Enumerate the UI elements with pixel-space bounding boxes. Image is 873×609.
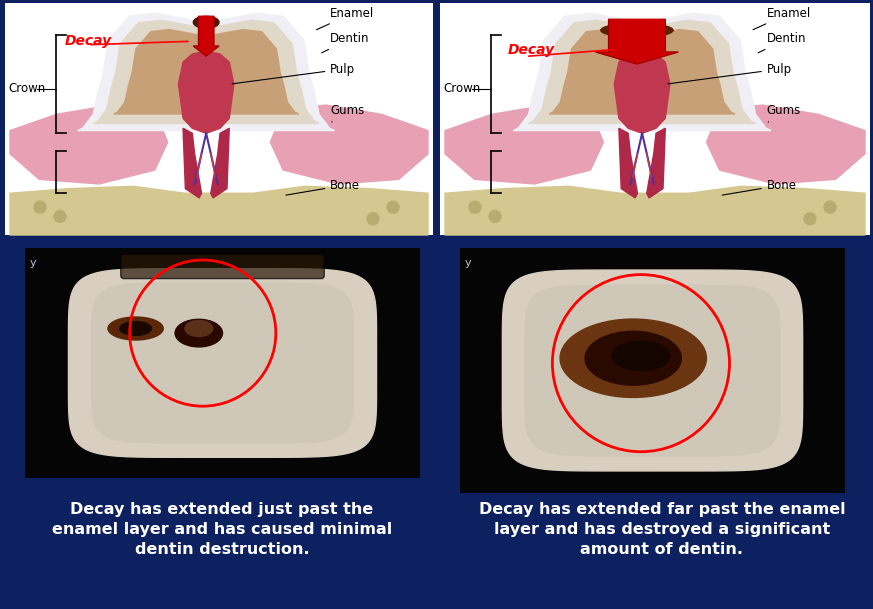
Text: Decay: Decay <box>508 43 555 57</box>
Bar <box>440 3 870 235</box>
Circle shape <box>824 201 836 213</box>
Polygon shape <box>178 51 234 133</box>
Ellipse shape <box>185 320 213 337</box>
Ellipse shape <box>108 317 163 340</box>
Text: enamel layer and has caused minimal: enamel layer and has caused minimal <box>52 522 392 537</box>
Text: Bone: Bone <box>722 178 797 195</box>
Ellipse shape <box>601 23 673 37</box>
Polygon shape <box>445 186 865 235</box>
Ellipse shape <box>575 365 645 390</box>
Circle shape <box>804 213 816 225</box>
Circle shape <box>367 213 379 225</box>
Text: layer and has destroyed a significant: layer and has destroyed a significant <box>494 522 830 537</box>
Text: dentin destruction.: dentin destruction. <box>134 542 309 557</box>
Text: Decay has extended just past the: Decay has extended just past the <box>71 502 374 517</box>
Text: Enamel: Enamel <box>753 7 811 30</box>
FancyBboxPatch shape <box>120 254 324 278</box>
Circle shape <box>387 201 399 213</box>
Polygon shape <box>10 105 168 184</box>
Polygon shape <box>706 105 865 184</box>
Text: Dentin: Dentin <box>758 32 807 53</box>
Ellipse shape <box>120 322 151 336</box>
Text: amount of dentin.: amount of dentin. <box>581 542 744 557</box>
Polygon shape <box>92 283 354 443</box>
Polygon shape <box>193 16 219 56</box>
Polygon shape <box>525 285 780 456</box>
Polygon shape <box>183 128 202 198</box>
Ellipse shape <box>612 341 670 370</box>
Text: Pulp: Pulp <box>232 63 355 84</box>
Ellipse shape <box>193 16 219 28</box>
Text: Crown: Crown <box>8 82 45 96</box>
Circle shape <box>54 211 66 222</box>
Text: y: y <box>30 258 37 268</box>
Circle shape <box>489 211 501 222</box>
Text: y: y <box>465 258 471 268</box>
Polygon shape <box>10 186 428 235</box>
Text: Enamel: Enamel <box>317 7 375 30</box>
Text: Gums: Gums <box>766 104 801 122</box>
Polygon shape <box>78 13 334 130</box>
Ellipse shape <box>560 319 706 398</box>
Polygon shape <box>513 13 771 130</box>
Polygon shape <box>93 20 320 124</box>
Text: Decay: Decay <box>65 33 112 48</box>
Polygon shape <box>549 30 735 114</box>
Bar <box>25 248 420 478</box>
Polygon shape <box>502 270 802 471</box>
Text: Dentin: Dentin <box>321 32 370 53</box>
Bar <box>5 3 433 235</box>
Polygon shape <box>445 105 603 184</box>
Text: Gums: Gums <box>330 104 365 122</box>
Text: Crown: Crown <box>443 82 480 96</box>
Ellipse shape <box>585 331 681 385</box>
Polygon shape <box>68 269 376 457</box>
Circle shape <box>469 201 481 213</box>
Polygon shape <box>619 128 637 198</box>
Polygon shape <box>210 128 230 198</box>
Polygon shape <box>615 51 670 133</box>
Text: Decay has extended far past the enamel: Decay has extended far past the enamel <box>478 502 845 517</box>
Polygon shape <box>271 105 428 184</box>
Text: Pulp: Pulp <box>668 63 792 84</box>
Bar <box>460 248 845 493</box>
Circle shape <box>34 201 46 213</box>
Text: Bone: Bone <box>286 178 361 195</box>
Polygon shape <box>528 20 756 124</box>
Polygon shape <box>113 30 299 114</box>
Polygon shape <box>595 19 678 64</box>
Ellipse shape <box>175 319 223 347</box>
Polygon shape <box>647 128 665 198</box>
